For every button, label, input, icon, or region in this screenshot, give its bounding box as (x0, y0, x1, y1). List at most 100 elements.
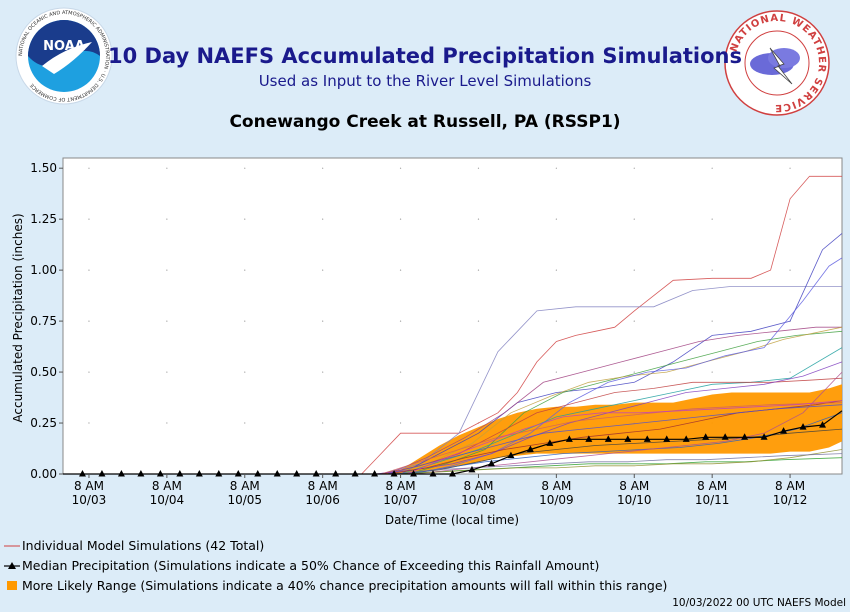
y-tick-label: 1.25 (30, 212, 57, 226)
grid-dot (322, 371, 324, 373)
x-tick-date: 10/03 (72, 493, 107, 507)
grid-dot (399, 371, 402, 373)
x-tick-time: 8 AM (230, 479, 260, 493)
median-marker (604, 435, 612, 442)
median-marker (585, 435, 593, 442)
model-run-footer: 10/03/2022 00 UTC NAEFS Model (672, 597, 846, 609)
grid-dot (399, 167, 402, 169)
grid-dot (633, 167, 635, 169)
median-marker (702, 433, 710, 440)
grid-dot (166, 167, 168, 169)
grid-dot (88, 371, 90, 373)
median-marker (117, 470, 125, 477)
median-marker (351, 470, 359, 477)
x-tick-time: 8 AM (463, 479, 493, 493)
median-marker (176, 470, 184, 477)
median-marker (741, 433, 749, 440)
grid-dot (322, 422, 324, 424)
grid-dot (166, 320, 168, 322)
y-tick-label: 0.75 (30, 314, 57, 328)
x-tick-date: 10/10 (617, 493, 652, 507)
median-marker (682, 435, 690, 442)
grid-dot (399, 422, 402, 424)
noaa-logo-text: NOAA (43, 39, 85, 54)
member-line-1 (89, 175, 842, 475)
x-tick-date: 10/07 (383, 493, 418, 507)
median-marker (156, 470, 164, 477)
grid-dot (555, 320, 557, 322)
grid-dot (322, 218, 324, 220)
member-line-3 (89, 233, 843, 475)
x-tick-date: 10/09 (539, 493, 574, 507)
median-marker (624, 435, 632, 442)
member-line-5 (89, 330, 843, 475)
grid-dot (711, 371, 713, 373)
grid-dot (555, 218, 557, 220)
grid-dot (399, 269, 402, 271)
grid-dot (88, 320, 90, 322)
likely-range-band (89, 384, 842, 474)
median-marker (390, 470, 398, 477)
median-marker (760, 433, 768, 440)
median-marker (293, 470, 301, 477)
median-marker (78, 470, 86, 477)
y-tick-label: 0.50 (30, 365, 57, 379)
median-marker (780, 427, 788, 434)
member-line-20 (89, 400, 843, 475)
likely-range-area (89, 384, 842, 474)
grid-dot (555, 269, 557, 271)
member-line-7 (89, 257, 843, 475)
x-tick-time: 8 AM (308, 479, 338, 493)
median-marker (565, 435, 573, 442)
member-line-2 (89, 285, 842, 475)
grid-dot (555, 371, 557, 373)
x-tick-date: 10/05 (227, 493, 262, 507)
y-tick-label: 0.00 (30, 467, 57, 481)
grid-dot (711, 320, 713, 322)
grid-dot (244, 218, 246, 220)
median-marker (526, 445, 534, 453)
member-line-17 (89, 404, 843, 475)
grid-dot (322, 269, 324, 271)
page-title: 10 Day NAEFS Accumulated Precipitation S… (107, 44, 742, 68)
grid-dot (633, 371, 635, 373)
y-tick-label: 1.00 (30, 263, 57, 277)
median-marker (137, 470, 145, 477)
grid-dot (244, 167, 246, 169)
noaa-logo: NATIONAL OCEANIC AND ATMOSPHERIC ADMINIS… (15, 7, 113, 105)
median-marker (721, 433, 729, 440)
grid-dot (633, 218, 635, 220)
grid-dot (244, 371, 246, 373)
median-marker (449, 470, 456, 477)
median-marker (195, 470, 203, 477)
x-tick-time: 8 AM (541, 479, 571, 493)
median-marker (410, 470, 418, 477)
member-lines (89, 175, 843, 475)
legend-range-swatch (7, 581, 17, 590)
x-tick-date: 10/11 (695, 493, 730, 507)
median-marker (507, 451, 515, 459)
median-marker (819, 421, 827, 428)
grid-dot (789, 218, 791, 220)
median-marker (273, 470, 281, 477)
grid-dot (244, 422, 246, 424)
grid-dot (477, 320, 480, 322)
grid-dot (166, 371, 168, 373)
median-marker (487, 459, 495, 467)
median-marker (643, 435, 651, 442)
grid-dot (789, 371, 791, 373)
grid-dot (166, 422, 168, 424)
median-marker (254, 470, 262, 477)
median-line (63, 410, 843, 477)
x-tick-time: 8 AM (152, 479, 182, 493)
grid-dot (88, 269, 90, 271)
grid-dot (789, 167, 791, 169)
median-marker (234, 470, 242, 477)
x-tick-date: 10/08 (461, 493, 496, 507)
median-marker (312, 470, 320, 477)
grid-dot (166, 269, 168, 271)
y-tick-label: 1.50 (30, 161, 57, 175)
median-marker (468, 465, 476, 473)
